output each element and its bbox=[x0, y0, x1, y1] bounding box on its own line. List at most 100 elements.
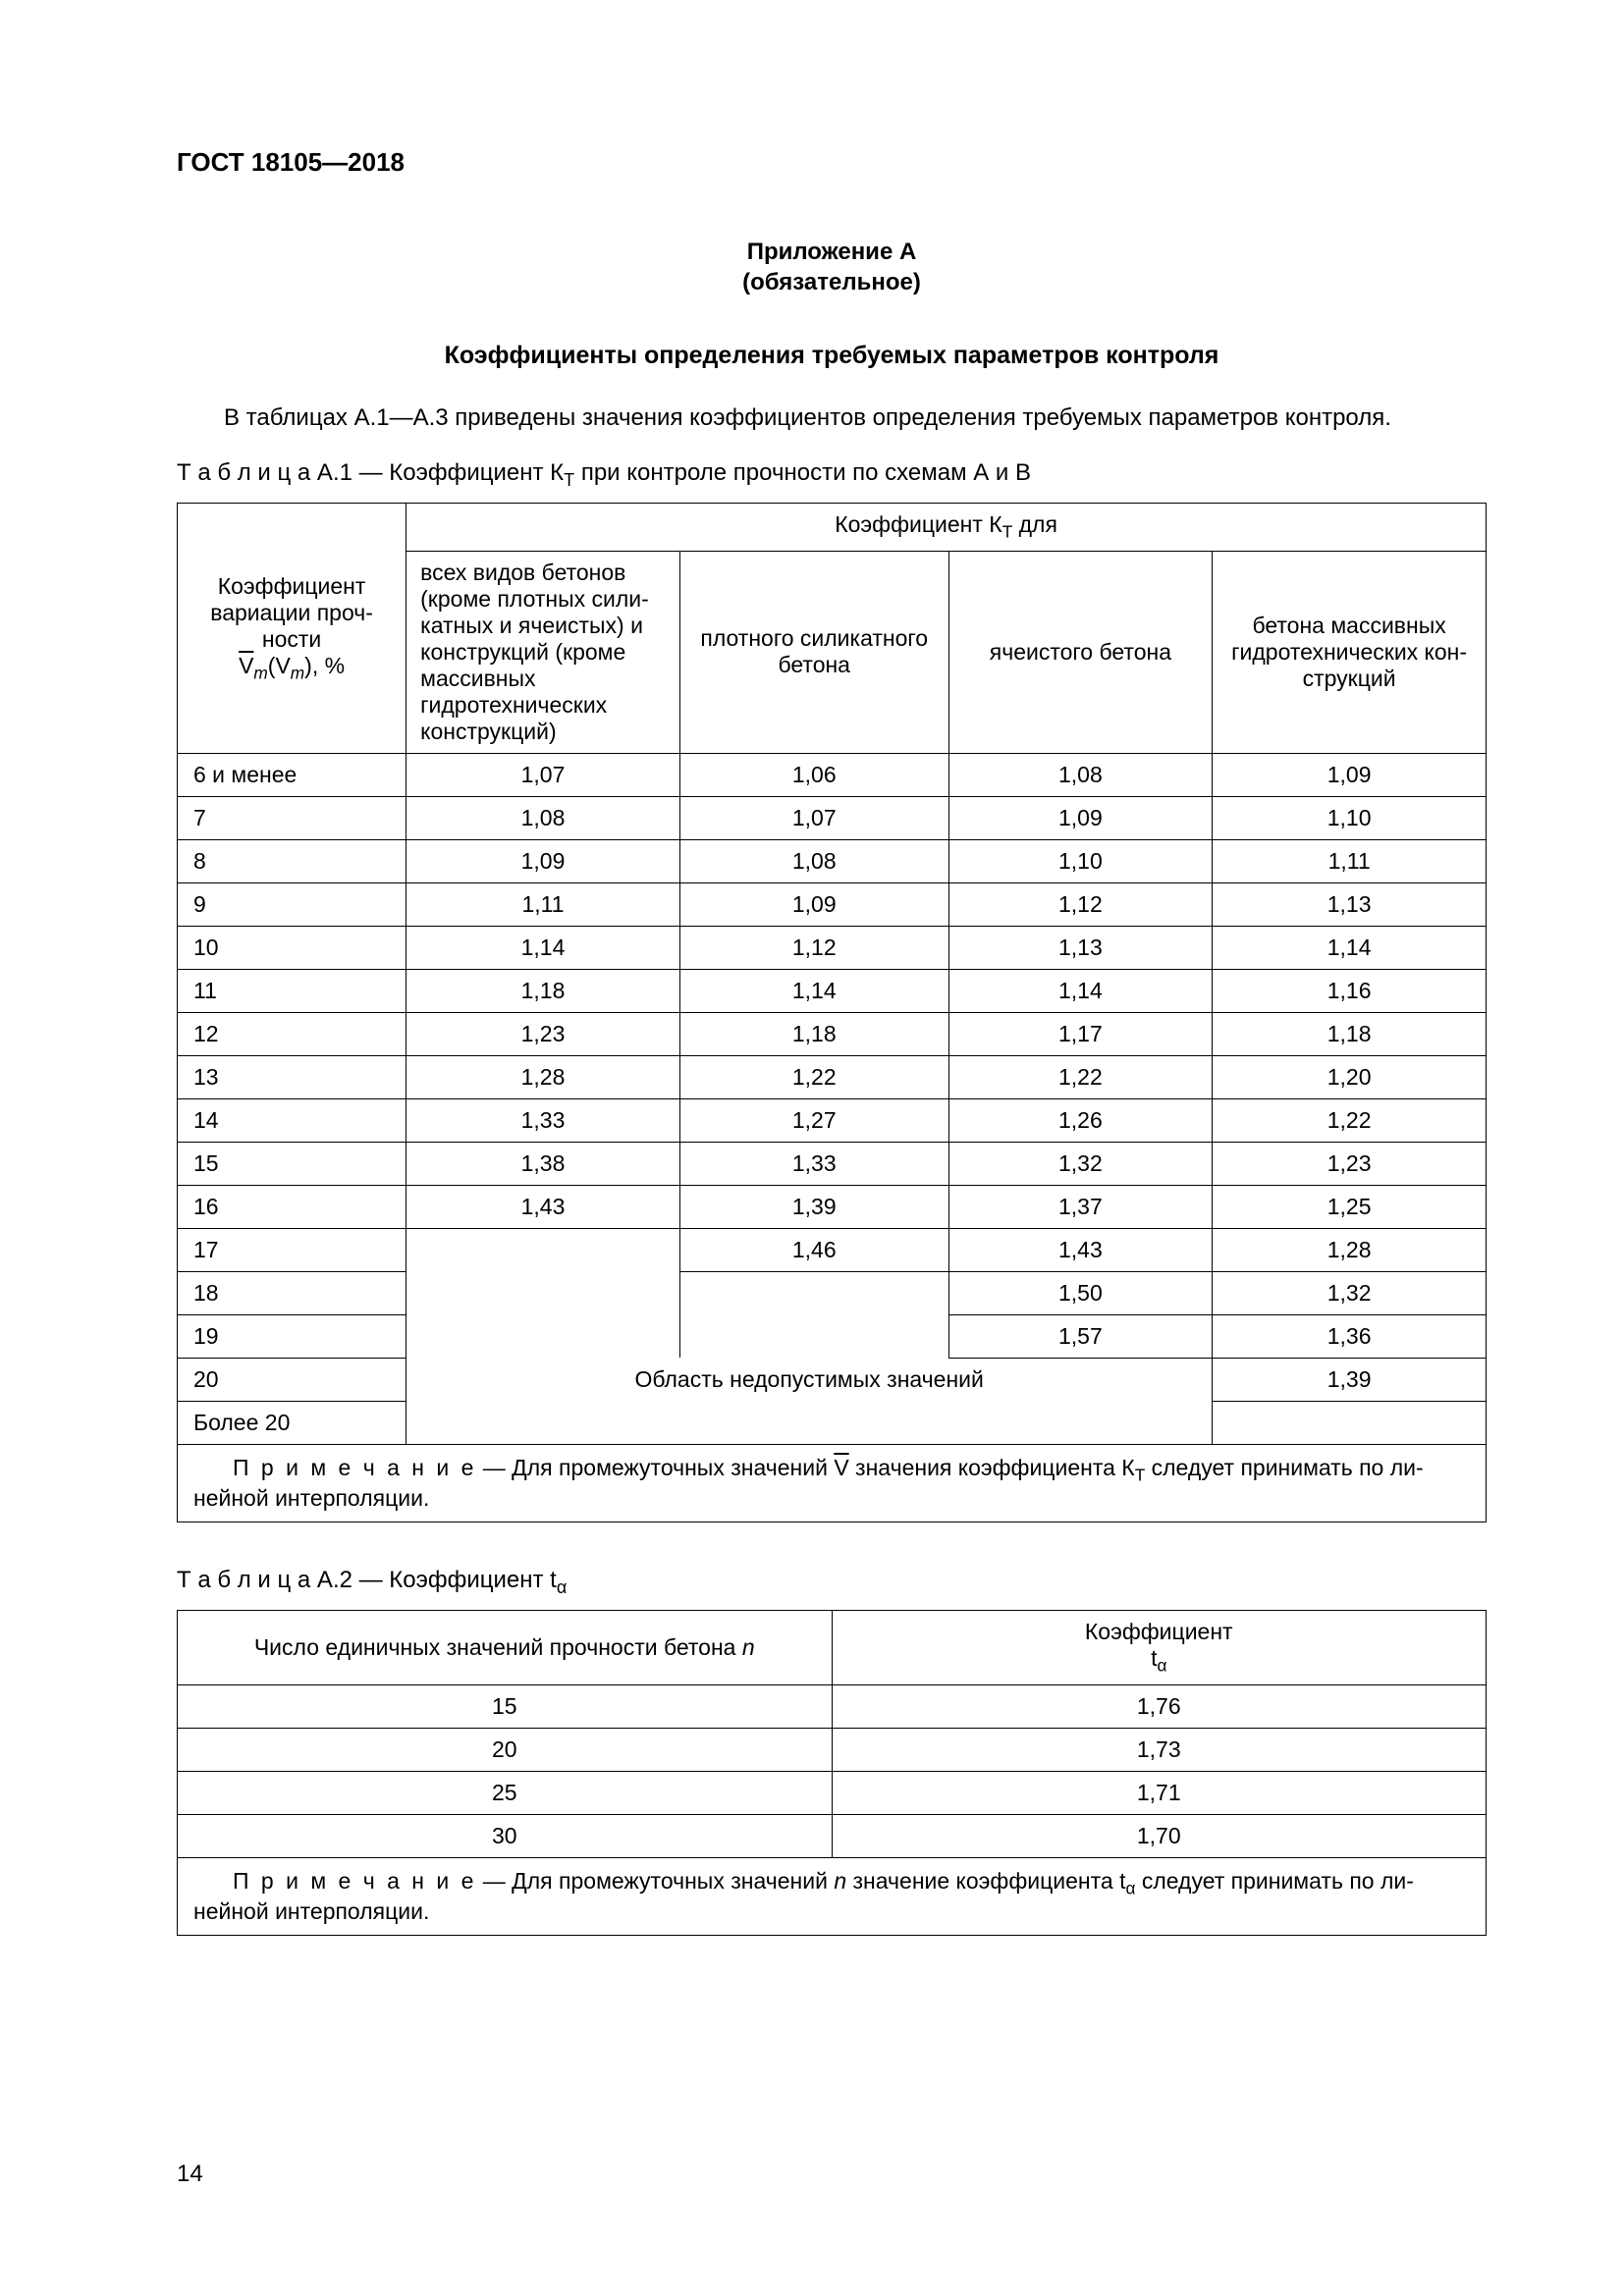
page-number: 14 bbox=[177, 2161, 203, 2188]
t: — Для промежуточных значений bbox=[476, 1455, 834, 1480]
t: Коэффициент bbox=[218, 573, 366, 599]
cell: 1,07 bbox=[679, 796, 948, 839]
cell: 1,46 bbox=[679, 1228, 948, 1271]
table-row: 81,091,081,101,11 bbox=[178, 839, 1487, 882]
cell: 1,76 bbox=[832, 1684, 1487, 1728]
cell: 1,13 bbox=[948, 926, 1213, 969]
cell: 1,39 bbox=[679, 1185, 948, 1228]
cell: 1,08 bbox=[948, 753, 1213, 796]
cell: 19 bbox=[178, 1314, 406, 1358]
t: V bbox=[834, 1455, 848, 1480]
cell: 1,33 bbox=[679, 1142, 948, 1185]
t: n bbox=[742, 1634, 755, 1660]
a2-h-col1: Коэффициент tα bbox=[832, 1611, 1487, 1685]
table-row: 141,331,271,261,22 bbox=[178, 1098, 1487, 1142]
t: α bbox=[1125, 1878, 1135, 1897]
invalid-region-cell: Область недопустимых значений bbox=[406, 1358, 1213, 1444]
cell: 9 bbox=[178, 882, 406, 926]
cell: Более 20 bbox=[178, 1401, 406, 1444]
cell-empty bbox=[1213, 1401, 1487, 1444]
a1-h-col4: бетона массивных гидротехнических кон­ст… bbox=[1213, 551, 1487, 753]
cell: 20 bbox=[178, 1728, 833, 1771]
table-row: 201,73 bbox=[178, 1728, 1487, 1771]
cell: 1,09 bbox=[948, 796, 1213, 839]
cell: 1,71 bbox=[832, 1771, 1487, 1814]
t: Коэффициент К bbox=[835, 511, 1001, 537]
table-note-row: П р и м е ч а н и е — Для промежуточных … bbox=[178, 1444, 1487, 1522]
table-row: 151,76 bbox=[178, 1684, 1487, 1728]
cell: 1,32 bbox=[948, 1142, 1213, 1185]
cell: 1,57 bbox=[948, 1314, 1213, 1358]
cell: 1,07 bbox=[406, 753, 680, 796]
table-row: 111,181,141,141,16 bbox=[178, 969, 1487, 1012]
table-row: 71,081,071,091,10 bbox=[178, 796, 1487, 839]
note-word: П р и м е ч а н и е bbox=[233, 1455, 476, 1480]
t: V bbox=[239, 653, 253, 678]
cell: 17 bbox=[178, 1228, 406, 1271]
t: ности bbox=[262, 626, 321, 652]
cell: 1,14 bbox=[1213, 926, 1487, 969]
cell-empty bbox=[679, 1271, 948, 1358]
table-a1-caption: Т а б л и ц а А.1 — Коэффициент КТ при к… bbox=[177, 459, 1487, 491]
appendix-line1: Приложение А bbox=[747, 239, 917, 265]
t: Т bbox=[1135, 1465, 1146, 1484]
cell: 14 bbox=[178, 1098, 406, 1142]
t: вариации проч- bbox=[210, 600, 373, 625]
cell: 1,27 bbox=[679, 1098, 948, 1142]
cell: 1,36 bbox=[1213, 1314, 1487, 1358]
cell: 6 и менее bbox=[178, 753, 406, 796]
cell: 1,23 bbox=[406, 1012, 680, 1055]
cell: 1,09 bbox=[406, 839, 680, 882]
cell: 1,09 bbox=[1213, 753, 1487, 796]
cell: 16 bbox=[178, 1185, 406, 1228]
cell: 1,14 bbox=[679, 969, 948, 1012]
a1-h-col2: плотного силикат­ного бетона bbox=[679, 551, 948, 753]
a1-h-col0: Коэффициент вариации проч- ности Vm(Vm),… bbox=[178, 504, 406, 754]
cell: 8 bbox=[178, 839, 406, 882]
cell: 15 bbox=[178, 1142, 406, 1185]
a2-caption-sub: α bbox=[557, 1577, 567, 1597]
table-row: 91,111,091,121,13 bbox=[178, 882, 1487, 926]
a2-note: П р и м е ч а н и е — Для промежуточных … bbox=[178, 1857, 1487, 1936]
cell: 1,08 bbox=[679, 839, 948, 882]
table-row: 181,501,32 bbox=[178, 1271, 1487, 1314]
cell: 1,08 bbox=[406, 796, 680, 839]
cell: 1,37 bbox=[948, 1185, 1213, 1228]
table-a1: Коэффициент вариации проч- ности Vm(Vm),… bbox=[177, 503, 1487, 1522]
t: Число единичных значений прочности бетон… bbox=[254, 1634, 742, 1660]
a1-h-col1: всех видов бетонов (кроме плотных сили­к… bbox=[406, 551, 680, 753]
t: n bbox=[834, 1868, 846, 1894]
t: m bbox=[253, 663, 267, 682]
cell: 1,09 bbox=[679, 882, 948, 926]
table-a2-caption: Т а б л и ц а А.2 — Коэффициент tα bbox=[177, 1567, 1487, 1598]
cell: 20 bbox=[178, 1358, 406, 1401]
cell: 10 bbox=[178, 926, 406, 969]
cell: 1,11 bbox=[406, 882, 680, 926]
cell: 30 bbox=[178, 1814, 833, 1857]
cell: 1,18 bbox=[1213, 1012, 1487, 1055]
cell: 1,18 bbox=[406, 969, 680, 1012]
cell: 1,70 bbox=[832, 1814, 1487, 1857]
t: m bbox=[291, 663, 304, 682]
table-row: 251,71 bbox=[178, 1771, 1487, 1814]
note-word: П р и м е ч а н и е bbox=[233, 1868, 476, 1894]
standard-code: ГОСТ 18105—2018 bbox=[177, 147, 1487, 178]
a1-caption-suffix: при контроле прочности по схемам А и В bbox=[574, 459, 1031, 486]
cell: 11 bbox=[178, 969, 406, 1012]
a1-h-group: Коэффициент КТ для bbox=[406, 504, 1487, 552]
a1-caption-prefix: Т а б л и ц а А.1 — Коэффициент К bbox=[177, 459, 564, 486]
t: Коэффициент bbox=[1085, 1619, 1233, 1644]
cell: 1,23 bbox=[1213, 1142, 1487, 1185]
a1-note: П р и м е ч а н и е — Для промежуточных … bbox=[178, 1444, 1487, 1522]
table-row: 20Область недопустимых значений1,39 bbox=[178, 1358, 1487, 1401]
t: для bbox=[1012, 511, 1057, 537]
cell: 1,20 bbox=[1213, 1055, 1487, 1098]
t: ), % bbox=[304, 653, 345, 678]
a1-caption-sub: Т bbox=[564, 470, 574, 490]
cell: 1,12 bbox=[679, 926, 948, 969]
t: значения коэффициента К bbox=[849, 1455, 1135, 1480]
cell: 25 bbox=[178, 1771, 833, 1814]
section-title: Коэффициенты определения требуемых парам… bbox=[177, 342, 1487, 370]
cell: 1,06 bbox=[679, 753, 948, 796]
table-row: 121,231,181,171,18 bbox=[178, 1012, 1487, 1055]
